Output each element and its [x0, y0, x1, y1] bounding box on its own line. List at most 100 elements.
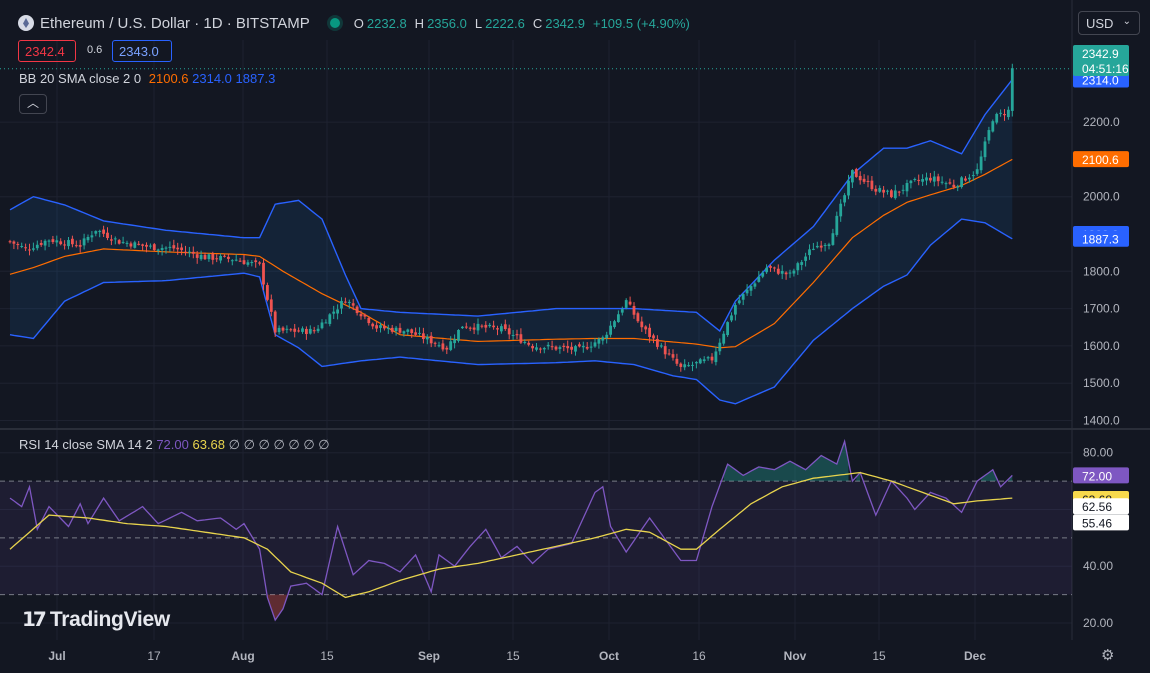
low-label: L	[474, 15, 483, 31]
last-price-tag-text: 2342.9	[1082, 47, 1119, 61]
rsi-legend[interactable]: RSI 14 close SMA 14 2 72.00 63.68 ∅ ∅ ∅ …	[19, 437, 330, 453]
rsi-extra-tag-b: 55.46	[1073, 514, 1129, 531]
candle-body	[874, 188, 878, 192]
candle-body	[285, 328, 289, 330]
candle-body	[121, 241, 125, 243]
candle-body	[503, 324, 507, 330]
time-axis-label: 15	[506, 649, 520, 663]
candle-body	[102, 229, 105, 234]
candle-body	[975, 169, 979, 174]
rsi-value-tag-text: 72.00	[1082, 469, 1112, 483]
symbol-title[interactable]: Ethereum / U.S. Dollar · 1D · BITSTAMP	[40, 14, 310, 32]
candle-body	[761, 272, 765, 277]
market-status-icon[interactable]	[329, 18, 340, 28]
rsi-extra-tag-a: 62.56	[1073, 498, 1129, 515]
time-axis-label: Jul	[48, 649, 65, 663]
last-price-tag: 2342.904:51:16	[1073, 45, 1129, 76]
candle-body	[445, 347, 449, 350]
candle-body	[125, 242, 129, 244]
candle-body	[776, 268, 780, 274]
settings-gear-icon[interactable]: ⚙	[1101, 647, 1115, 664]
rsi-tick-label: 80.00	[1083, 446, 1113, 460]
candle-body	[827, 244, 831, 246]
time-axis-label: 15	[872, 649, 886, 663]
rsi-oversold-fill	[267, 594, 287, 621]
candle-body	[523, 341, 527, 343]
candle-body	[453, 339, 456, 344]
candle-body	[246, 262, 250, 265]
buy-price-button[interactable]: 2343.0	[112, 40, 172, 62]
candle-body	[47, 240, 51, 242]
candle-body	[632, 305, 636, 315]
time-axis-label: 15	[320, 649, 334, 663]
candle-body	[987, 130, 991, 141]
candle-body	[698, 359, 702, 364]
candle-body	[347, 301, 351, 303]
candle-body	[948, 182, 952, 184]
candle-body	[308, 328, 312, 334]
candle-body	[336, 309, 339, 314]
tradingview-wordmark: TradingView	[49, 607, 170, 631]
candle-body	[324, 322, 328, 324]
rsi-extra-tag-b-bg	[1073, 514, 1129, 531]
candle-body	[20, 246, 24, 248]
candle-body	[605, 334, 609, 339]
chevron-up-icon: ︿	[26, 96, 39, 110]
candle-body	[386, 327, 390, 329]
candle-body	[449, 341, 453, 350]
candle-body	[238, 260, 242, 262]
collapse-legend-button[interactable]: ︿	[19, 94, 47, 114]
candle-body	[355, 306, 359, 314]
candle-body	[227, 256, 230, 259]
candle-body	[796, 263, 800, 271]
candle-body	[472, 327, 476, 330]
candle-body	[464, 326, 468, 328]
candle-body	[644, 326, 648, 330]
candle-body	[258, 262, 261, 264]
candle-body	[63, 244, 66, 246]
candle-body	[960, 177, 963, 188]
rsi-value: 72.00	[156, 437, 189, 452]
candle-body	[476, 323, 480, 331]
candle-body	[67, 240, 70, 247]
rsi-overbought-fill	[981, 469, 997, 482]
candle-body	[691, 364, 694, 366]
candle-body	[230, 260, 234, 262]
candle-body	[679, 363, 683, 367]
bb-upper-tag-text: 2314.0	[1082, 74, 1119, 88]
price-tick-label: 1800.0	[1083, 264, 1120, 278]
candle-body	[195, 254, 199, 258]
sell-price-button[interactable]: 2342.4	[18, 40, 76, 62]
candle-body	[277, 327, 281, 333]
candle-body	[730, 315, 733, 321]
candle-body	[234, 259, 238, 261]
rsi-tick-label: 40.00	[1083, 559, 1113, 573]
candle-body	[932, 176, 936, 182]
candle-body	[207, 254, 211, 260]
currency-select[interactable]: USD ⌄	[1078, 11, 1140, 35]
candle-body	[351, 303, 355, 306]
candle-body	[886, 190, 889, 192]
tradingview-logo[interactable]: 𝟭𝟳 TradingView	[22, 607, 170, 632]
candle-body	[656, 338, 659, 347]
candle-body	[636, 313, 640, 322]
candle-body	[145, 244, 148, 247]
candle-body	[663, 346, 667, 355]
candle-body	[289, 329, 293, 331]
bb-legend[interactable]: BB 20 SMA close 2 0 2100.6 2314.0 1887.3	[19, 71, 275, 86]
rsi-line	[9, 438, 1013, 622]
candle-body	[589, 346, 593, 348]
candle-body	[383, 326, 386, 329]
candle-body	[59, 241, 63, 245]
candle-body	[991, 121, 995, 132]
candle-body	[82, 238, 86, 246]
candle-body	[581, 345, 585, 348]
candle-body	[429, 335, 433, 344]
candle-body	[737, 300, 741, 304]
candle-body	[519, 334, 523, 343]
candle-body	[484, 324, 488, 328]
candle-body	[269, 299, 273, 312]
price-tick-label: 1700.0	[1083, 302, 1120, 316]
candle-body	[141, 244, 144, 246]
